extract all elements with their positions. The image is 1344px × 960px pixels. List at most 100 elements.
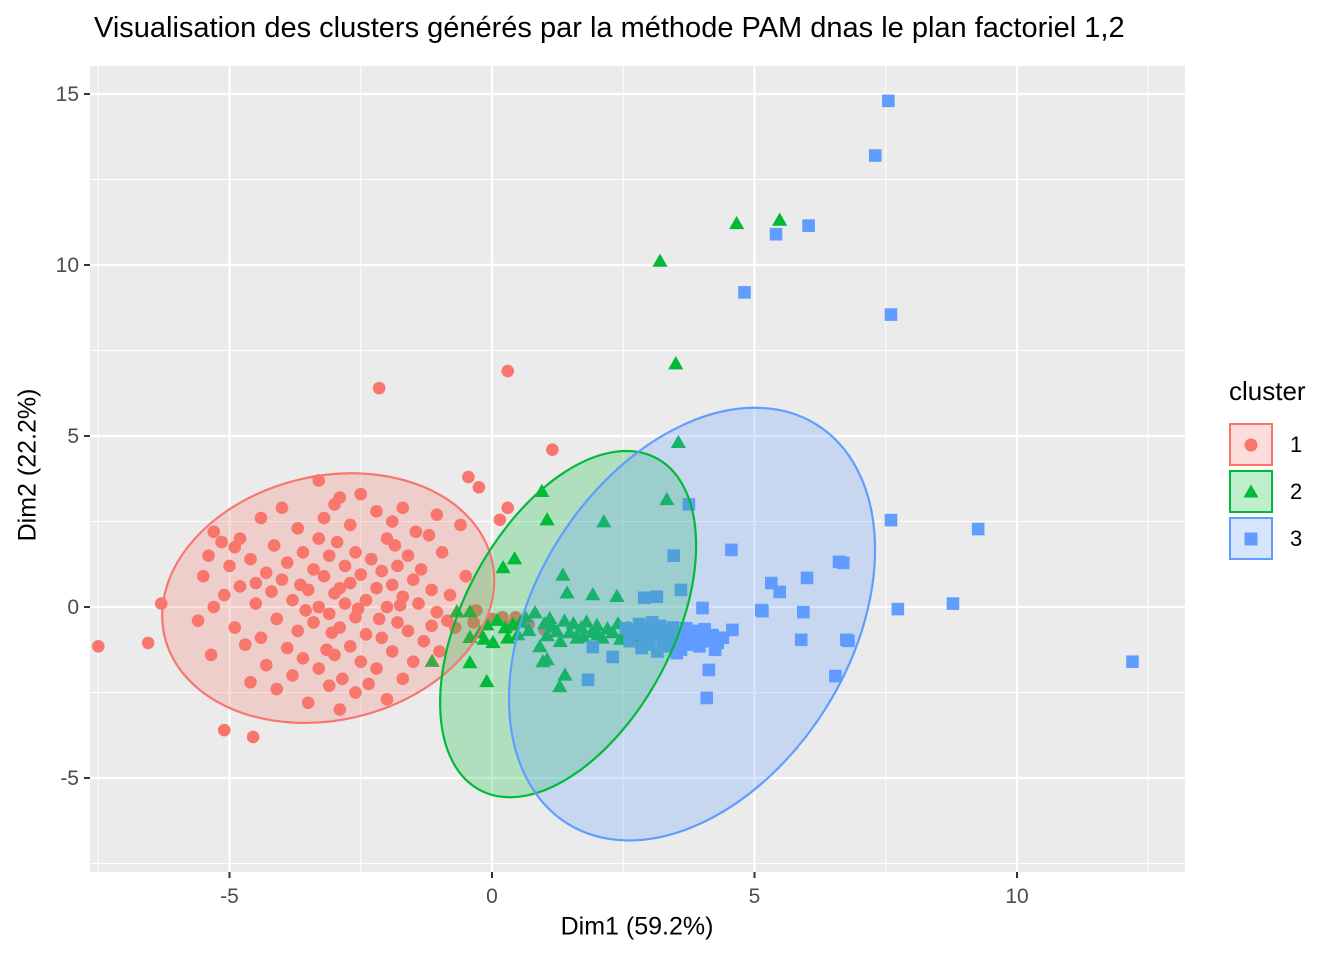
point-cluster-1	[291, 624, 305, 638]
cluster-ellipse-outline-1	[161, 472, 496, 725]
point-cluster-1	[412, 597, 425, 610]
point-cluster-1	[472, 481, 486, 494]
point-cluster-1	[312, 600, 326, 614]
point-cluster-3	[829, 669, 842, 683]
point-cluster-2	[575, 629, 591, 643]
point-cluster-1	[223, 559, 236, 573]
point-cluster-2	[542, 610, 558, 625]
point-cluster-1	[249, 576, 263, 590]
point-cluster-1	[217, 588, 231, 602]
point-cluster-1	[362, 677, 375, 691]
point-cluster-1	[294, 578, 307, 592]
point-cluster-1	[430, 605, 444, 619]
point-cluster-2	[589, 617, 605, 632]
point-cluster-3	[637, 591, 651, 605]
legend-label: 3	[1290, 525, 1303, 551]
point-cluster-1	[254, 631, 268, 645]
point-cluster-3	[581, 673, 595, 687]
point-cluster-1	[462, 470, 475, 484]
point-cluster-1	[217, 723, 231, 737]
point-cluster-1	[301, 696, 315, 710]
point-cluster-1	[204, 648, 218, 662]
point-cluster-2	[556, 613, 573, 627]
legend-item-cluster-2: 2	[1229, 470, 1306, 513]
point-cluster-1	[207, 600, 221, 614]
point-cluster-1	[396, 501, 410, 515]
point-cluster-1	[299, 604, 312, 617]
point-cluster-2	[424, 653, 440, 667]
point-cluster-1	[322, 549, 336, 562]
point-cluster-2	[659, 491, 675, 506]
point-cluster-1	[280, 641, 294, 655]
x-tick-label: 10	[1005, 885, 1028, 908]
point-cluster-1	[459, 569, 473, 583]
point-cluster-2	[539, 628, 555, 642]
legend-item-cluster-1: 1	[1229, 423, 1306, 466]
point-cluster-1	[435, 545, 449, 559]
point-cluster-2	[562, 624, 578, 639]
point-cluster-1	[275, 501, 289, 515]
point-cluster-1	[372, 612, 386, 626]
point-cluster-1	[312, 662, 326, 675]
point-cluster-1	[425, 583, 438, 597]
point-cluster-1	[364, 552, 378, 566]
point-cluster-1	[202, 549, 215, 562]
point-cluster-1	[296, 652, 310, 665]
point-cluster-3	[884, 308, 898, 321]
point-cluster-2	[552, 633, 568, 648]
point-cluster-1	[370, 581, 383, 595]
point-cluster-2	[544, 619, 560, 633]
point-cluster-3	[726, 623, 739, 637]
point-cluster-1	[312, 532, 326, 545]
point-cluster-3	[708, 643, 722, 657]
point-cluster-3	[868, 149, 882, 162]
point-cluster-3	[769, 227, 783, 241]
point-cluster-3	[651, 645, 664, 658]
point-cluster-3	[700, 691, 714, 705]
plot-panel	[90, 66, 1185, 872]
point-cluster-1	[191, 614, 205, 627]
point-cluster-3	[1126, 655, 1139, 669]
point-cluster-1	[333, 621, 347, 634]
point-cluster-3	[800, 571, 814, 585]
legend-key-cluster-2	[1229, 470, 1273, 513]
point-cluster-1	[441, 614, 454, 627]
point-cluster-1	[246, 730, 260, 744]
point-cluster-3	[946, 597, 960, 610]
point-cluster-1	[259, 658, 273, 672]
point-cluster-1	[349, 610, 362, 624]
point-cluster-1	[196, 569, 210, 583]
point-cluster-1	[328, 648, 341, 662]
point-cluster-1	[317, 511, 331, 525]
point-cluster-2	[495, 560, 511, 574]
point-cluster-2	[772, 212, 788, 226]
point-cluster-1	[354, 655, 368, 669]
point-cluster-1	[417, 634, 431, 648]
point-cluster-1	[409, 525, 423, 539]
point-cluster-1	[233, 580, 247, 593]
point-cluster-1	[422, 528, 436, 542]
point-cluster-1	[330, 535, 344, 549]
point-cluster-1	[375, 564, 389, 578]
point-cluster-3	[650, 590, 664, 604]
point-cluster-2	[449, 604, 465, 618]
point-cluster-1	[249, 597, 263, 610]
point-cluster-1	[343, 576, 357, 590]
legend-item-cluster-3: 3	[1229, 517, 1306, 560]
y-tick-label: -5	[60, 767, 79, 790]
point-cluster-1	[343, 518, 357, 532]
y-tick-label: 0	[67, 596, 79, 619]
point-cluster-3	[586, 640, 600, 654]
point-cluster-1	[141, 636, 155, 650]
point-cluster-2	[552, 679, 568, 693]
point-cluster-1	[375, 631, 389, 645]
point-cluster-1	[291, 522, 305, 535]
point-cluster-3	[632, 617, 646, 631]
point-cluster-2	[670, 434, 686, 449]
point-cluster-1	[359, 628, 373, 641]
point-cluster-1	[391, 616, 404, 629]
triangle-icon	[1243, 484, 1259, 497]
point-cluster-2	[479, 673, 495, 688]
point-cluster-3	[606, 650, 620, 664]
point-cluster-2	[594, 630, 610, 644]
